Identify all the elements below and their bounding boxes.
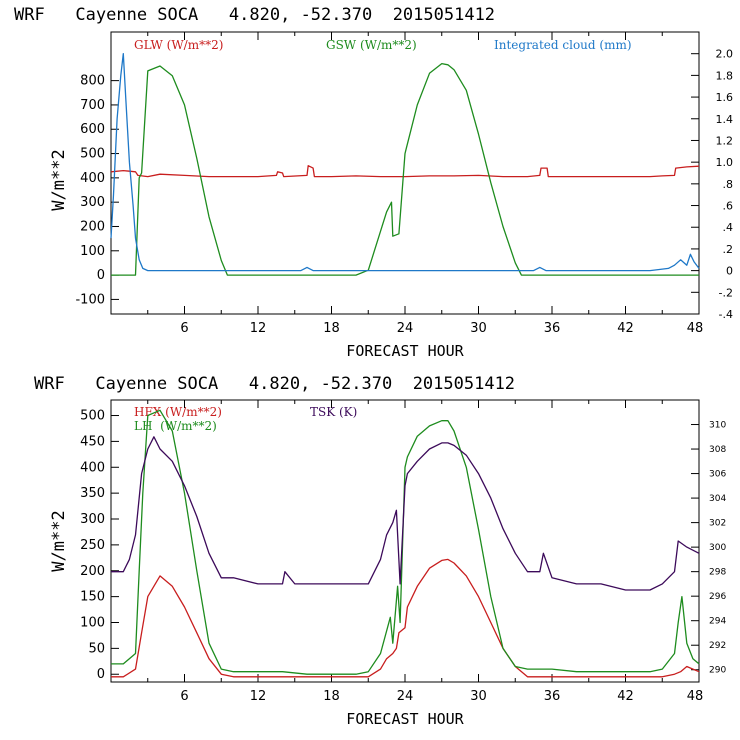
chart-bottom-ylabel: W/m**2	[49, 510, 69, 571]
y2-tick-label: 1.4	[716, 113, 734, 126]
y-tick-label: 700	[80, 98, 105, 113]
chart-bottom-plot-frame	[110, 399, 700, 683]
chart-top: WRF Cayenne SOCA 4.820, -52.370 20150514…	[14, 5, 733, 360]
y-tick-label: 100	[80, 615, 105, 630]
legend-tsk: TSK (K)	[310, 405, 357, 419]
series-line-tsk-k	[111, 436, 700, 591]
legend-glw: GLW (W/m**2)	[134, 38, 223, 52]
y2-tick-label: 292	[709, 641, 726, 651]
y2-tick-label: .4	[723, 221, 734, 234]
y2-tick-label: .6	[723, 200, 734, 213]
y-tick-label: 300	[80, 195, 105, 210]
x-tick-label: 6	[180, 321, 188, 336]
legend-hfx: HFX (W/m**2)	[134, 405, 222, 419]
y2-tick-label: 1.6	[716, 91, 734, 104]
y2-tick-label: -.4	[719, 308, 733, 321]
legend-lh: LH (W/m**2)	[134, 419, 217, 433]
y2-tick-label: 1.2	[716, 134, 734, 147]
y2-tick-label: 298	[709, 568, 726, 578]
y2-tick-label: 294	[709, 617, 726, 627]
y2-tick-label: 296	[709, 592, 726, 602]
series-line-gsw-w-m-2	[111, 62, 699, 276]
x-tick-label: 24	[397, 689, 414, 704]
x-tick-label: 36	[544, 321, 561, 336]
y2-tick-label: 308	[709, 445, 726, 455]
y2-tick-label: 300	[709, 543, 726, 553]
y2-tick-label: .2	[723, 243, 734, 256]
x-tick-label: 12	[250, 321, 267, 336]
y-tick-label: 600	[80, 122, 105, 137]
x-tick-label: 30	[470, 689, 487, 704]
y2-tick-label: 310	[709, 421, 726, 431]
y-tick-label: 350	[80, 486, 105, 501]
y-tick-label: 0	[97, 268, 105, 283]
y-tick-label: 200	[80, 564, 105, 579]
y-tick-label: 500	[80, 147, 105, 162]
x-tick-label: 6	[180, 689, 188, 704]
x-tick-label: 48	[687, 321, 704, 336]
chart-top-title: WRF Cayenne SOCA 4.820, -52.370 20150514…	[14, 5, 495, 25]
y2-tick-label: 1.0	[716, 156, 734, 169]
y-tick-label: 50	[88, 641, 105, 656]
y-tick-label: 250	[80, 538, 105, 553]
y-tick-label: -100	[75, 292, 105, 307]
y-tick-label: 100	[80, 244, 105, 259]
x-tick-label: 48	[687, 689, 704, 704]
y2-tick-label: -.2	[719, 286, 733, 299]
y-tick-label: 300	[80, 512, 105, 527]
x-tick-label: 42	[617, 321, 634, 336]
x-tick-label: 36	[544, 689, 561, 704]
x-tick-label: 24	[397, 321, 414, 336]
y-tick-label: 0	[97, 667, 105, 682]
y2-tick-label: 290	[709, 666, 726, 676]
series-line-lh-w-m-2	[111, 409, 700, 675]
y2-tick-label: 302	[709, 519, 726, 529]
series-line-integrated-cloud-mm	[110, 53, 700, 272]
chart-top-ylabel: W/m**2	[49, 149, 69, 210]
x-tick-label: 42	[617, 689, 634, 704]
y-tick-label: 200	[80, 219, 105, 234]
y-tick-label: 400	[80, 171, 105, 186]
series-line-hfx-w-m-2	[111, 558, 700, 678]
y2-tick-label: 306	[709, 470, 726, 480]
x-tick-label: 12	[250, 689, 267, 704]
x-tick-label: 18	[323, 689, 340, 704]
y-tick-label: 400	[80, 460, 105, 475]
y2-tick-label: 1.8	[716, 69, 734, 82]
chart-bottom: WRF Cayenne SOCA 4.820, -52.370 20150514…	[34, 374, 726, 728]
legend-cloud: Integrated cloud (mm)	[494, 38, 632, 52]
y2-tick-label: 304	[709, 494, 726, 504]
y-tick-label: 150	[80, 590, 105, 605]
x-tick-label: 18	[323, 321, 340, 336]
y2-tick-label: .8	[723, 178, 734, 191]
chart-bottom-title: WRF Cayenne SOCA 4.820, -52.370 20150514…	[34, 374, 515, 394]
legend-gsw: GSW (W/m**2)	[326, 38, 417, 52]
series-line-glw-w-m-2	[110, 165, 700, 178]
y2-tick-label: 0	[726, 265, 733, 278]
x-tick-label: 30	[470, 321, 487, 336]
y-tick-label: 800	[80, 74, 105, 89]
y-tick-label: 500	[80, 409, 105, 424]
chart-top-xlabel: FORECAST HOUR	[346, 342, 464, 360]
y2-tick-label: 2.0	[716, 48, 734, 61]
chart-bottom-xlabel: FORECAST HOUR	[346, 710, 464, 728]
y-tick-label: 450	[80, 434, 105, 449]
